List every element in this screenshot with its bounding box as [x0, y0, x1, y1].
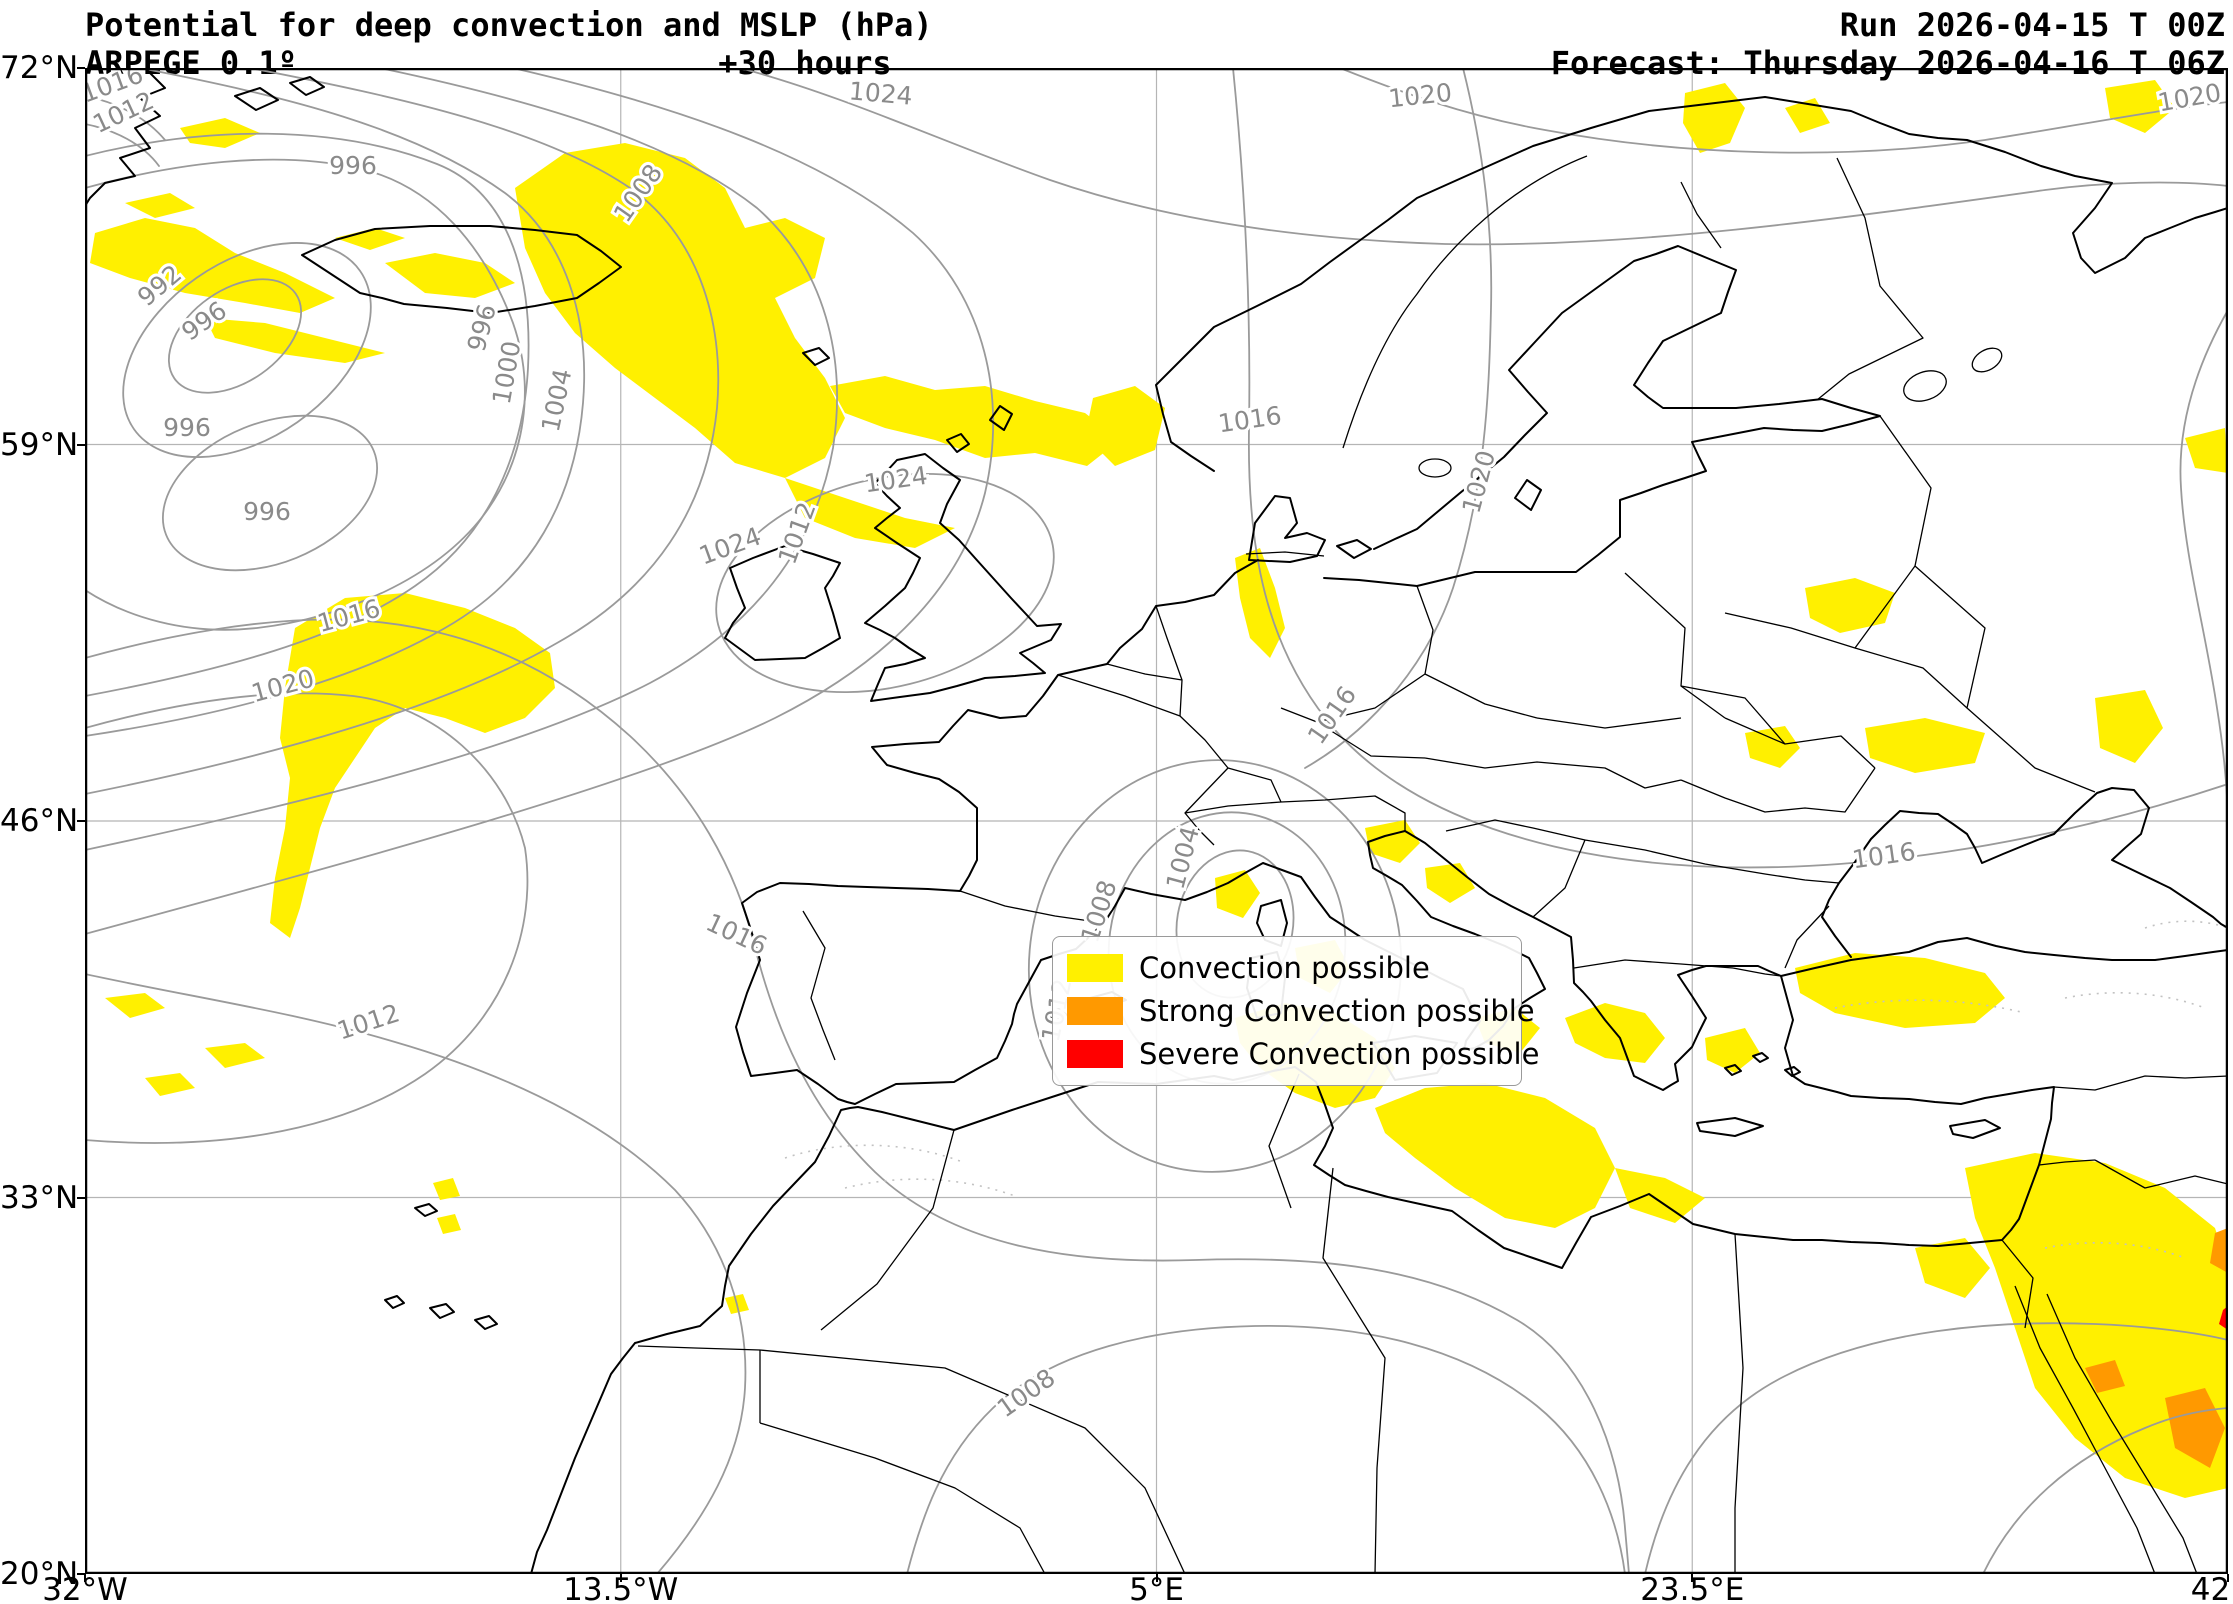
isobar-value-label: 1024: [862, 461, 929, 499]
isobar-value-label: 1012: [773, 498, 822, 568]
graticule: [85, 68, 2228, 1574]
lat-tick-mark: [77, 1196, 85, 1199]
lat-tick-mark: [77, 820, 85, 822]
legend-label: Severe Convection possible: [1139, 1036, 1540, 1071]
isobar-value-label: 1008: [992, 1363, 1061, 1423]
valid-time-label: Forecast: Thursday 2026-04-16 T 06Z: [1550, 44, 2225, 82]
severe-convection-swatch-icon: [1067, 1039, 1123, 1068]
convection-areas: [90, 80, 2228, 1498]
lat-tick-label: 72°N: [0, 50, 79, 86]
lat-tick-label: 59°N: [0, 426, 79, 463]
lon-tick-mark: [1155, 1574, 1158, 1582]
isobar-value-label: 1000: [487, 339, 527, 407]
legend-label: Strong Convection possible: [1139, 993, 1535, 1028]
isobar-value-label: 1016: [1302, 681, 1362, 750]
convection-swatch-icon: [1067, 954, 1123, 983]
lat-tick-mark: [77, 443, 85, 446]
isobar-value-label: 1016: [702, 908, 772, 961]
isobar-value-label: 996: [243, 497, 291, 526]
legend-row-severe-convection: Severe Convection possible: [1067, 1037, 1539, 1071]
map-legend: Convection possible Strong Convection po…: [1052, 936, 1539, 1086]
lon-tick-mark: [84, 1574, 86, 1582]
country-borders: [637, 155, 2228, 1574]
lat-tick-mark: [77, 67, 85, 69]
legend-label: Convection possible: [1139, 951, 1430, 986]
model-label: ARPEGE 0.1º: [85, 44, 297, 82]
legend-row-strong-convection: Strong Convection possible: [1067, 994, 1535, 1028]
isobar-value-label: 1024: [848, 76, 914, 110]
lat-tick-label: 33°N: [0, 1179, 79, 1216]
lon-tick-mark: [619, 1574, 622, 1582]
isobar-value-label: 996: [163, 413, 211, 442]
isobar-value-label: 1020: [1387, 78, 1453, 113]
isobar-value-label: 1016: [1216, 401, 1283, 439]
run-label: Run 2026-04-15 T 00Z: [1839, 6, 2225, 44]
lon-tick-mark: [1691, 1574, 1694, 1582]
lat-tick-label: 20°N: [0, 1556, 79, 1592]
lat-tick-label: 46°N: [0, 803, 79, 839]
isobar-value-label: 1020: [1457, 447, 1501, 516]
isobar-value-label: 1020: [2156, 78, 2224, 118]
isobar-value-label: 1016: [1850, 837, 1917, 875]
strong-convection-swatch-icon: [1067, 996, 1123, 1025]
lon-tick-mark: [2227, 1574, 2229, 1582]
page-title: Potential for deep convection and MSLP (…: [85, 6, 933, 44]
lead-time-label: +30 hours: [718, 44, 892, 82]
isobar-value-label: 996: [329, 151, 377, 180]
lat-tick-mark: [77, 1573, 85, 1575]
map-frame: [85, 68, 2228, 1574]
lon-tick-label: 42°E: [2190, 1572, 2233, 1604]
isobar-value-label: 1012: [334, 998, 403, 1045]
isobar-value-label: 1004: [536, 366, 578, 434]
legend-row-convection: Convection possible: [1067, 951, 1507, 985]
